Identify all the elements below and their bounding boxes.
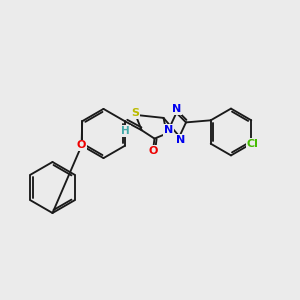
Text: O: O [77, 140, 86, 151]
Text: N: N [172, 104, 181, 114]
Text: N: N [176, 135, 185, 145]
Text: H: H [121, 126, 130, 136]
Text: N: N [164, 125, 173, 135]
Text: S: S [132, 108, 140, 118]
Text: O: O [148, 146, 158, 156]
Text: Cl: Cl [247, 139, 259, 149]
